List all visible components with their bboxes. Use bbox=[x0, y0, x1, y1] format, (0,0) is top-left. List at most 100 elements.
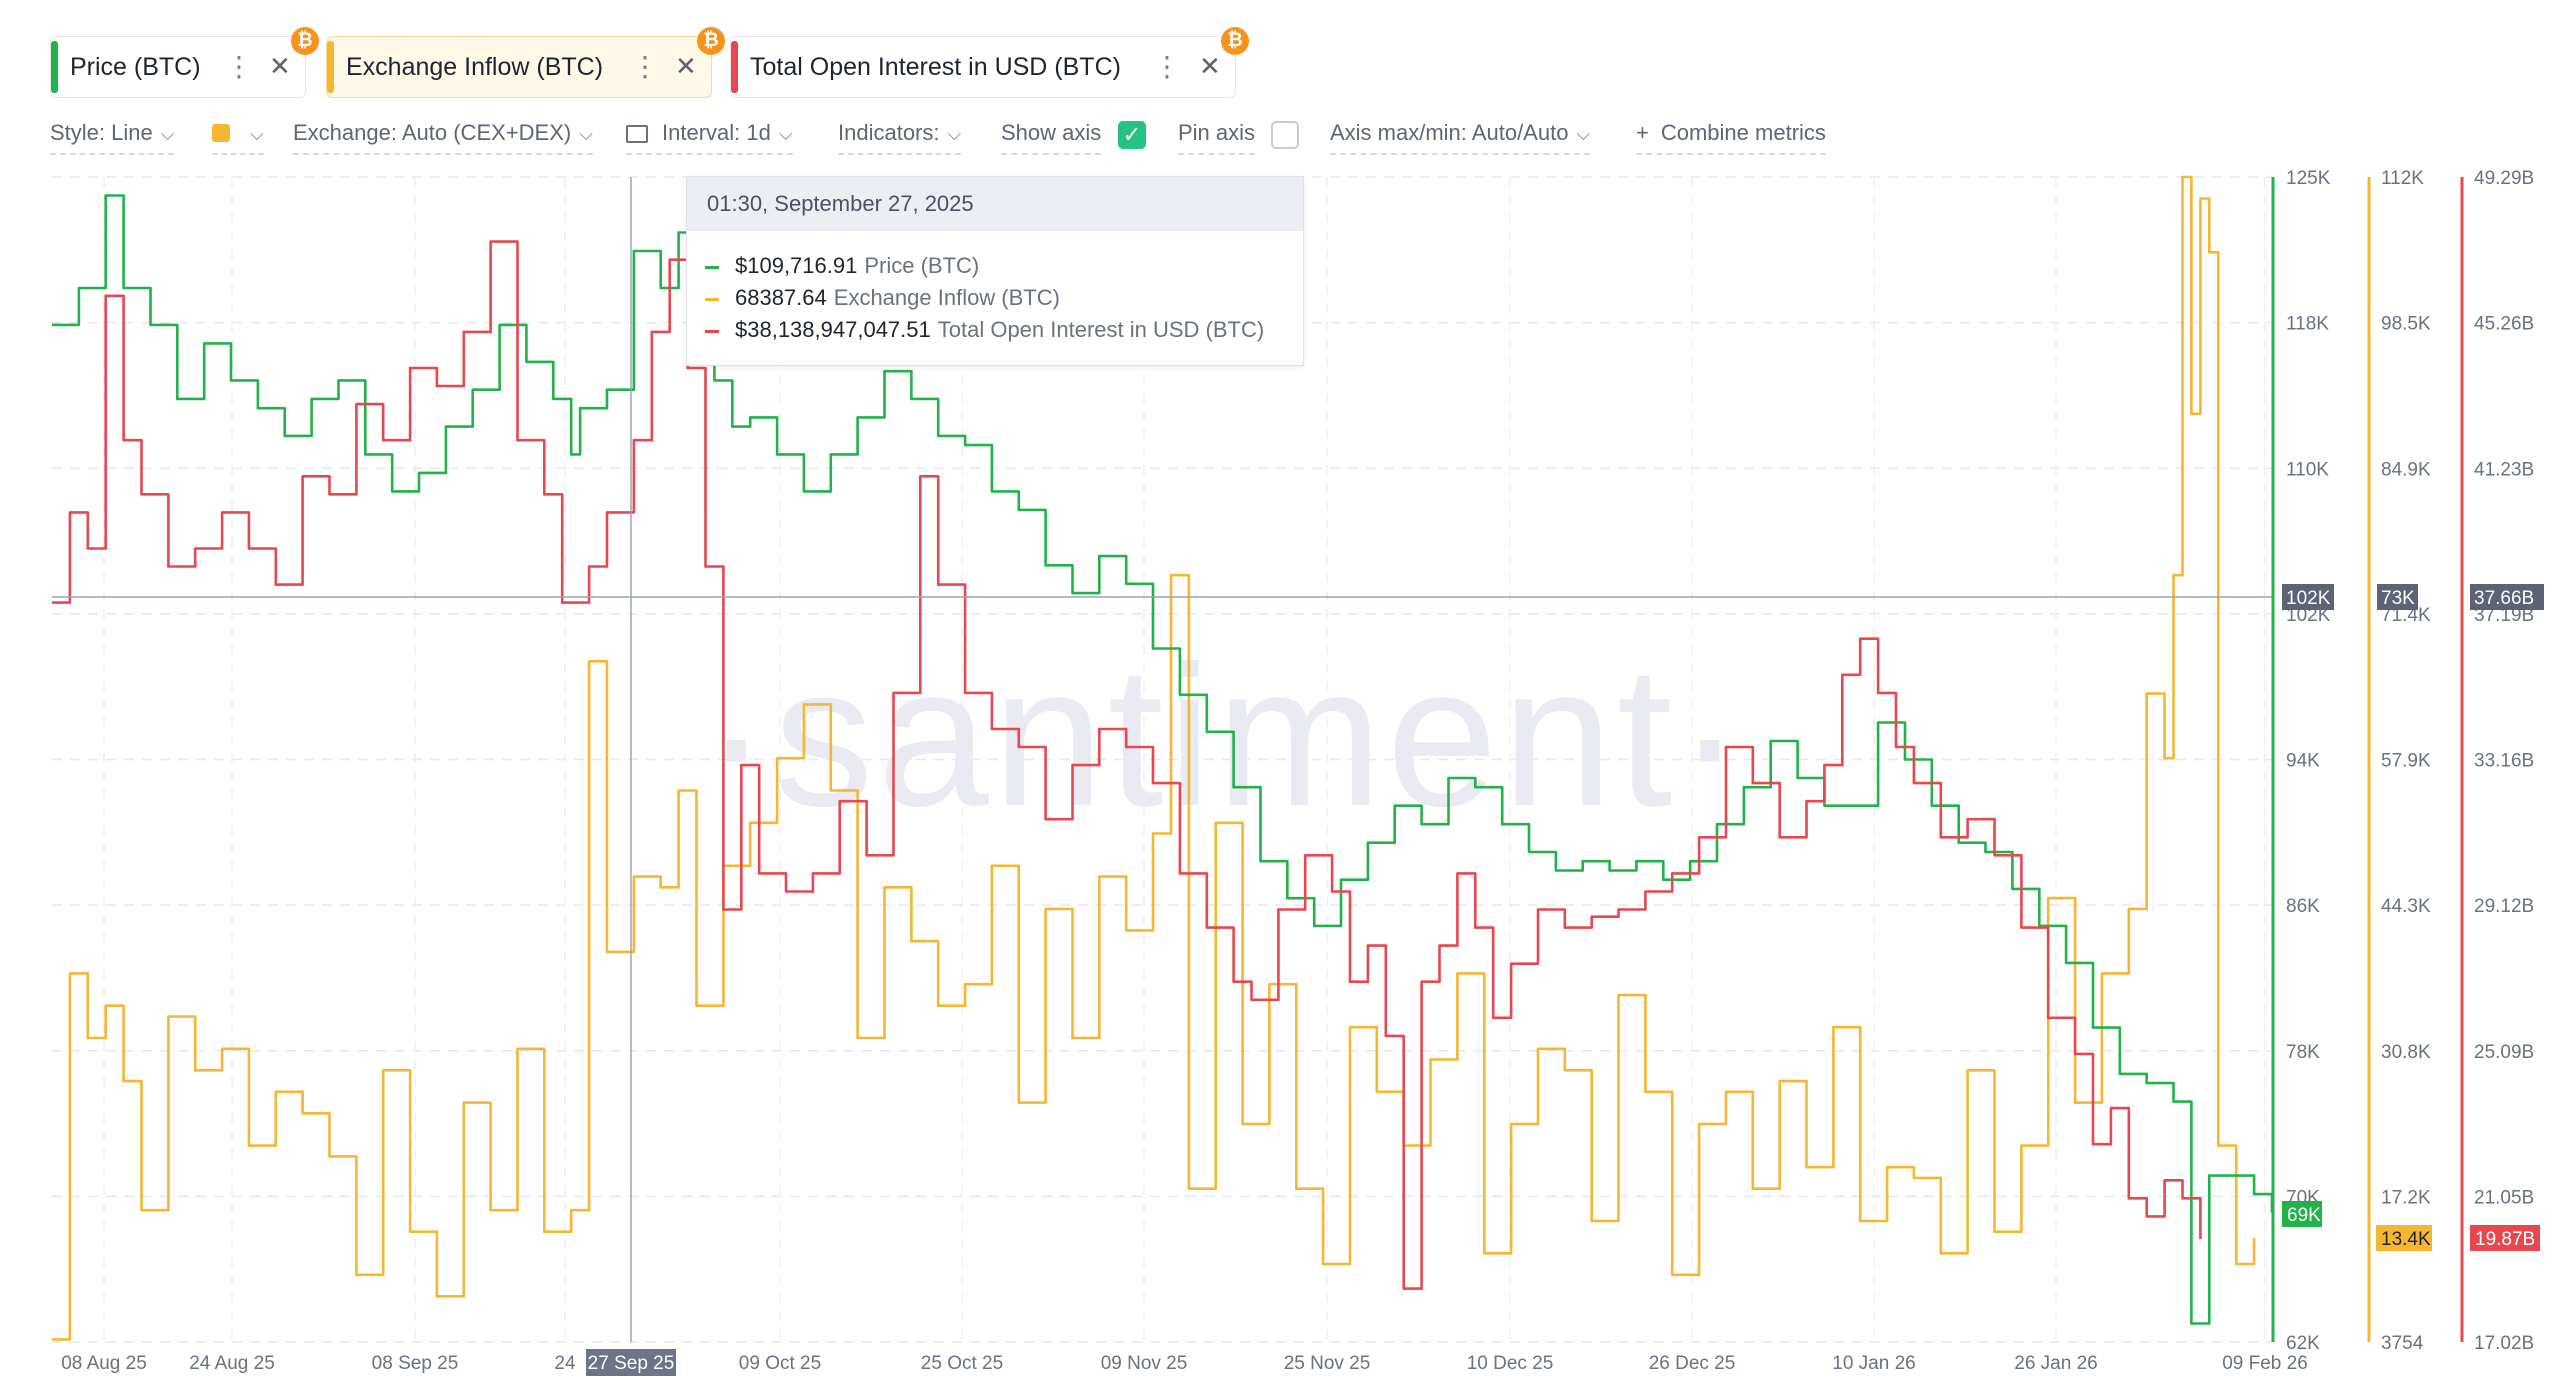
chevron-down-icon: ⌵ bbox=[250, 124, 264, 144]
y-tick-label-price: 70K bbox=[2286, 1187, 2320, 1208]
y-tick-label-price: 78K bbox=[2286, 1042, 2320, 1063]
current-value-badge-bg bbox=[2376, 1225, 2432, 1251]
y-tick-label-inflow: 71.4K bbox=[2381, 605, 2431, 626]
y-tick-label-inflow: 30.8K bbox=[2381, 1042, 2431, 1063]
close-icon[interactable]: ✕ bbox=[1199, 51, 1221, 81]
x-tick-label: 10 Dec 25 bbox=[1467, 1353, 1554, 1374]
current-value-badge-bg bbox=[2470, 1225, 2540, 1251]
y-crosshair-label-bg bbox=[2282, 584, 2334, 610]
y-tick-label-price: 102K bbox=[2286, 605, 2331, 626]
pin-axis-checkbox[interactable] bbox=[1271, 121, 1299, 149]
exchange-dropdown[interactable]: Exchange: Auto (CEX+DEX) ⌵ bbox=[293, 120, 593, 155]
show-axis-toggle[interactable]: Show axis bbox=[1001, 120, 1102, 155]
y-crosshair-label-bg bbox=[2470, 584, 2544, 610]
metric-tab-price[interactable]: Price (BTC) ⋮ ✕ ₿ bbox=[50, 27, 319, 98]
y-tick-label-inflow: 112K bbox=[2381, 168, 2424, 189]
tooltip-row-open-interest: $38,138,947,047.51 Total Open Interest in… bbox=[705, 317, 1264, 343]
axis-maxmin-dropdown[interactable]: Axis max/min: Auto/Auto ⌵ bbox=[1330, 120, 1591, 155]
metric-color-bar bbox=[51, 41, 58, 93]
current-value-badge-oi: 19.87B bbox=[2475, 1229, 2535, 1250]
combine-metrics-button[interactable]: + Combine metrics bbox=[1636, 120, 1826, 155]
metric-tab-label: Exchange Inflow (BTC) bbox=[346, 52, 604, 81]
tooltip-metric-name: Exchange Inflow (BTC) bbox=[833, 285, 1060, 310]
current-value-badge-price: 69K bbox=[2287, 1205, 2321, 1226]
style-dropdown[interactable]: Style: Line ⌵ bbox=[50, 120, 175, 155]
y-crosshair-label-inflow: 73K bbox=[2381, 588, 2415, 609]
show-axis-label: Show axis bbox=[1001, 120, 1102, 145]
more-menu-icon[interactable]: ⋮ bbox=[1153, 51, 1181, 82]
x-tick-label: 26 Dec 25 bbox=[1649, 1353, 1736, 1374]
y-tick-label-inflow: 17.2K bbox=[2381, 1187, 2431, 1208]
show-axis-checkbox[interactable]: ✓ bbox=[1118, 121, 1146, 149]
y-tick-label-inflow: 57.9K bbox=[2381, 751, 2431, 772]
x-tick-label: 09 Nov 25 bbox=[1101, 1353, 1188, 1374]
y-tick-label-inflow: 44.3K bbox=[2381, 896, 2431, 917]
metric-tab-label: Total Open Interest in USD (BTC) bbox=[750, 52, 1121, 81]
y-tick-label-oi: 29.12B bbox=[2474, 896, 2534, 917]
interval-label: Interval: 1d bbox=[662, 120, 771, 145]
tooltip-metric-name: Price (BTC) bbox=[864, 253, 980, 278]
combine-metrics-label: Combine metrics bbox=[1660, 120, 1826, 145]
close-icon[interactable]: ✕ bbox=[269, 51, 291, 81]
chevron-down-icon: ⌵ bbox=[579, 124, 593, 144]
y-tick-label-oi: 37.19B bbox=[2474, 605, 2534, 626]
tooltip-value: $109,716.91 bbox=[735, 253, 858, 278]
color-picker[interactable]: ⌵ bbox=[212, 120, 264, 155]
x-tick-label: 09 Feb 26 bbox=[2222, 1353, 2308, 1374]
watermark: ·santiment· bbox=[703, 625, 1747, 848]
legend-dash bbox=[705, 329, 719, 333]
y-crosshair-label-bg bbox=[2377, 584, 2418, 610]
x-tick-label: 09 Oct 25 bbox=[739, 1353, 821, 1374]
indicators-dropdown[interactable]: Indicators: ⌵ bbox=[838, 120, 962, 155]
axis-maxmin-label: Axis max/min: Auto/Auto bbox=[1330, 120, 1569, 145]
tooltip-row-inflow: 68387.64 Exchange Inflow (BTC) bbox=[705, 285, 1060, 311]
tooltip-row-price: $109,716.91 Price (BTC) bbox=[705, 253, 979, 279]
more-menu-icon[interactable]: ⋮ bbox=[225, 51, 253, 82]
chevron-down-icon: ⌵ bbox=[1576, 124, 1591, 144]
x-tick-label: 26 Jan 26 bbox=[2014, 1353, 2097, 1374]
legend-dash bbox=[705, 297, 719, 301]
y-tick-label-oi: 41.23B bbox=[2474, 459, 2534, 480]
metric-tab-label: Price (BTC) bbox=[70, 52, 201, 81]
metric-tab-open-interest[interactable]: Total Open Interest in USD (BTC) ⋮ ✕ ₿ bbox=[730, 27, 1249, 98]
y-tick-label-oi: 33.16B bbox=[2474, 751, 2534, 772]
calendar-icon bbox=[626, 125, 648, 143]
chevron-down-icon: ⌵ bbox=[160, 124, 175, 144]
y-tick-label-inflow: 3754 bbox=[2381, 1333, 2424, 1354]
more-menu-icon[interactable]: ⋮ bbox=[631, 51, 659, 82]
y-tick-label-price: 110K bbox=[2286, 459, 2329, 480]
checkmark-icon: ✓ bbox=[1122, 122, 1142, 147]
x-tick-label: 25 Oct 25 bbox=[921, 1353, 1003, 1374]
legend-dash bbox=[705, 265, 719, 269]
pin-axis-label: Pin axis bbox=[1178, 120, 1256, 145]
y-tick-label-oi: 21.05B bbox=[2474, 1187, 2534, 1208]
y-tick-label-oi: 17.02B bbox=[2474, 1333, 2534, 1354]
y-tick-label-oi: 25.09B bbox=[2474, 1042, 2534, 1063]
tooltip: 01:30, September 27, 2025 $109,716.91 Pri… bbox=[686, 176, 1304, 366]
x-tick-label: 10 Jan 26 bbox=[1832, 1353, 1915, 1374]
metric-color-bar bbox=[327, 41, 334, 93]
metric-color-bar bbox=[731, 41, 738, 93]
current-value-badge-bg bbox=[2282, 1201, 2322, 1227]
interval-dropdown[interactable]: Interval: 1d ⌵ bbox=[626, 120, 793, 155]
series-line-oi bbox=[52, 240, 2202, 1290]
y-tick-label-oi: 49.29B bbox=[2474, 168, 2534, 189]
tooltip-date: 01:30, September 27, 2025 bbox=[687, 177, 1303, 231]
metric-tab-exchange-inflow[interactable]: Exchange Inflow (BTC) ⋮ ✕ ₿ bbox=[326, 27, 725, 98]
x-tick-label: 27 Sep 25 bbox=[588, 1353, 675, 1374]
x-tick-label: 08 Aug 25 bbox=[61, 1353, 147, 1374]
tooltip-value: 68387.64 bbox=[735, 285, 827, 310]
close-icon[interactable]: ✕ bbox=[675, 51, 697, 81]
plus-icon: + bbox=[1636, 120, 1649, 145]
y-tick-label-price: 94K bbox=[2286, 751, 2320, 772]
y-crosshair-label-oi: 37.66B bbox=[2474, 588, 2534, 609]
exchange-label: Exchange: Auto (CEX+DEX) bbox=[293, 120, 572, 145]
bitcoin-icon: ₿ bbox=[1221, 27, 1249, 55]
pin-axis-toggle[interactable]: Pin axis bbox=[1178, 120, 1256, 155]
y-tick-label-price: 118K bbox=[2286, 314, 2329, 335]
bitcoin-icon: ₿ bbox=[697, 27, 725, 55]
current-value-badge-inflow: 13.4K bbox=[2381, 1229, 2431, 1250]
x-tick-label: 25 Nov 25 bbox=[1284, 1353, 1371, 1374]
y-tick-label-inflow: 84.9K bbox=[2381, 459, 2431, 480]
indicators-label: Indicators: bbox=[838, 120, 940, 145]
